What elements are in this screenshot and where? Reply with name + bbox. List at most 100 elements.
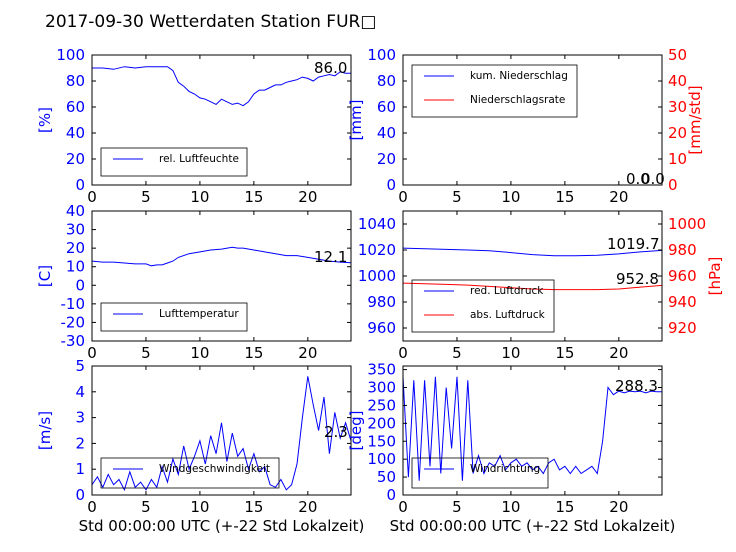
y2-tick-label: 1000 bbox=[668, 215, 706, 233]
x-tick-label: 20 bbox=[609, 498, 628, 516]
y-tick-label: 100 bbox=[367, 46, 396, 64]
y2-tick-label: 20 bbox=[668, 124, 687, 142]
series-line-windspeed-0 bbox=[92, 376, 351, 492]
legend-box bbox=[100, 147, 248, 177]
x-tick-label: 20 bbox=[298, 344, 317, 362]
legend-label: Windrichtung bbox=[470, 463, 540, 475]
legend-label: Niederschlagsrate bbox=[470, 94, 565, 106]
y2-axis-label: [hPa] bbox=[706, 257, 724, 296]
y-tick-label: 100 bbox=[367, 450, 396, 468]
y-tick-label: 960 bbox=[367, 319, 396, 337]
x-tick-label: 20 bbox=[609, 188, 628, 206]
y-axis-label: [m/s] bbox=[36, 411, 54, 450]
y-tick-label: 20 bbox=[377, 150, 396, 168]
y-tick-label: 1020 bbox=[358, 241, 396, 259]
y-tick-label: 4 bbox=[75, 383, 85, 401]
x-tick-label: 10 bbox=[501, 188, 520, 206]
chart-precip: 0 5 10 15 20 0 20 40 60 80 100 0 10 20 30 40 50 [mm] [mm/s… bbox=[347, 46, 704, 206]
y-tick-label: 1000 bbox=[358, 267, 396, 285]
x-tick-label: 20 bbox=[298, 498, 317, 516]
chart-pressure: 0 5 10 15 20 960 980 1000 1020 1040 920 940 960 980 10… bbox=[358, 210, 724, 362]
y-tick-label: 30 bbox=[66, 221, 85, 239]
series-line-pressure-1 bbox=[403, 282, 662, 291]
y-axis-label: [C] bbox=[36, 265, 54, 287]
y-tick-label: 980 bbox=[367, 293, 396, 311]
x-tick-label: 0 bbox=[398, 498, 408, 516]
value-annotation: 952.8 bbox=[616, 270, 659, 288]
plot-frame-temperature bbox=[91, 210, 352, 342]
y-tick-label: 40 bbox=[377, 124, 396, 142]
value-annotation: 86.0 bbox=[314, 59, 347, 77]
plot-frame-humidity bbox=[91, 54, 352, 186]
y-tick-label: 0 bbox=[386, 176, 396, 194]
y-tick-label: 40 bbox=[66, 124, 85, 142]
x-tick-label: 10 bbox=[190, 188, 209, 206]
x-tick-label: 5 bbox=[452, 188, 462, 206]
y-tick-label: 5 bbox=[75, 357, 85, 375]
y2-axis-label: [mm/std] bbox=[686, 85, 704, 154]
value-annotation: 0.0 bbox=[626, 170, 650, 188]
y-tick-label: -30 bbox=[61, 332, 86, 350]
y2-tick-label: 10 bbox=[668, 150, 687, 168]
series-line-humidity-0 bbox=[92, 66, 351, 107]
y-tick-label: 1040 bbox=[358, 215, 396, 233]
y2-tick-label: 920 bbox=[668, 319, 697, 337]
x-tick-label: 0 bbox=[87, 188, 97, 206]
x-tick-label: 5 bbox=[452, 498, 462, 516]
x-axis-label: Std 00:00:00 UTC (+-22 Std Lokalzeit) bbox=[79, 517, 365, 535]
x-tick-label: 0 bbox=[87, 498, 97, 516]
y2-tick-label: 50 bbox=[668, 46, 687, 64]
x-tick-label: 15 bbox=[555, 188, 574, 206]
y2-tick-label: 960 bbox=[668, 267, 697, 285]
y-axis-label: [deg] bbox=[347, 411, 365, 451]
legend-label: Windgeschwindigkeit bbox=[159, 463, 270, 475]
legend-box bbox=[100, 302, 248, 332]
chart-temperature: 0 5 10 15 20-30-20-10010203040[C]Lufttempera… bbox=[36, 202, 352, 362]
chart-windspeed: 0 5 10 15 20 0 1 2 3 4 5 [m/s] Std 00:00:00 UTC (+-2… bbox=[36, 357, 364, 535]
y-tick-label: 150 bbox=[367, 432, 396, 450]
x-axis-label: Std 00:00:00 UTC (+-22 Std Lokalzeit) bbox=[390, 517, 676, 535]
y-tick-label: 100 bbox=[56, 46, 85, 64]
y-axis-label: [mm] bbox=[347, 100, 365, 141]
series-line-pressure-0 bbox=[403, 247, 662, 257]
x-tick-label: 10 bbox=[190, 344, 209, 362]
x-tick-label: 5 bbox=[141, 498, 151, 516]
value-annotation: 0.0 bbox=[641, 170, 665, 188]
y-tick-label: -10 bbox=[61, 295, 86, 313]
x-tick-label: 15 bbox=[244, 188, 263, 206]
value-annotation: 12.1 bbox=[314, 248, 347, 266]
y-tick-label: 80 bbox=[66, 72, 85, 90]
y-tick-label: 350 bbox=[367, 361, 396, 379]
x-tick-label: 20 bbox=[298, 188, 317, 206]
y2-tick-label: 940 bbox=[668, 293, 697, 311]
x-tick-label: 15 bbox=[555, 498, 574, 516]
x-tick-label: 15 bbox=[244, 344, 263, 362]
value-annotation: 288.3 bbox=[615, 377, 658, 395]
x-tick-label: 20 bbox=[609, 344, 628, 362]
y-tick-label: 60 bbox=[377, 98, 396, 116]
y-tick-label: 50 bbox=[377, 468, 396, 486]
y-tick-label: 80 bbox=[377, 72, 396, 90]
y-tick-label: 0 bbox=[386, 486, 396, 504]
x-tick-label: 10 bbox=[501, 344, 520, 362]
y2-tick-label: 40 bbox=[668, 72, 687, 90]
y-axis-label: [%] bbox=[36, 107, 54, 133]
legend-box bbox=[411, 457, 549, 489]
plot-frame-winddir bbox=[402, 365, 663, 496]
x-tick-label: 5 bbox=[141, 344, 151, 362]
x-tick-label: 10 bbox=[501, 498, 520, 516]
legend-box bbox=[411, 279, 555, 333]
y-tick-label: 10 bbox=[66, 258, 85, 276]
y2-tick-label: 30 bbox=[668, 98, 687, 116]
x-tick-label: 15 bbox=[555, 344, 574, 362]
x-tick-label: 0 bbox=[87, 344, 97, 362]
y-tick-label: 1 bbox=[75, 460, 85, 478]
y-tick-label: 20 bbox=[66, 239, 85, 257]
plot-frame-windspeed bbox=[91, 365, 352, 496]
y-tick-label: 200 bbox=[367, 414, 396, 432]
legend-label: Lufttemperatur bbox=[159, 308, 239, 320]
y-tick-label: 60 bbox=[66, 98, 85, 116]
y-tick-label: 20 bbox=[66, 150, 85, 168]
